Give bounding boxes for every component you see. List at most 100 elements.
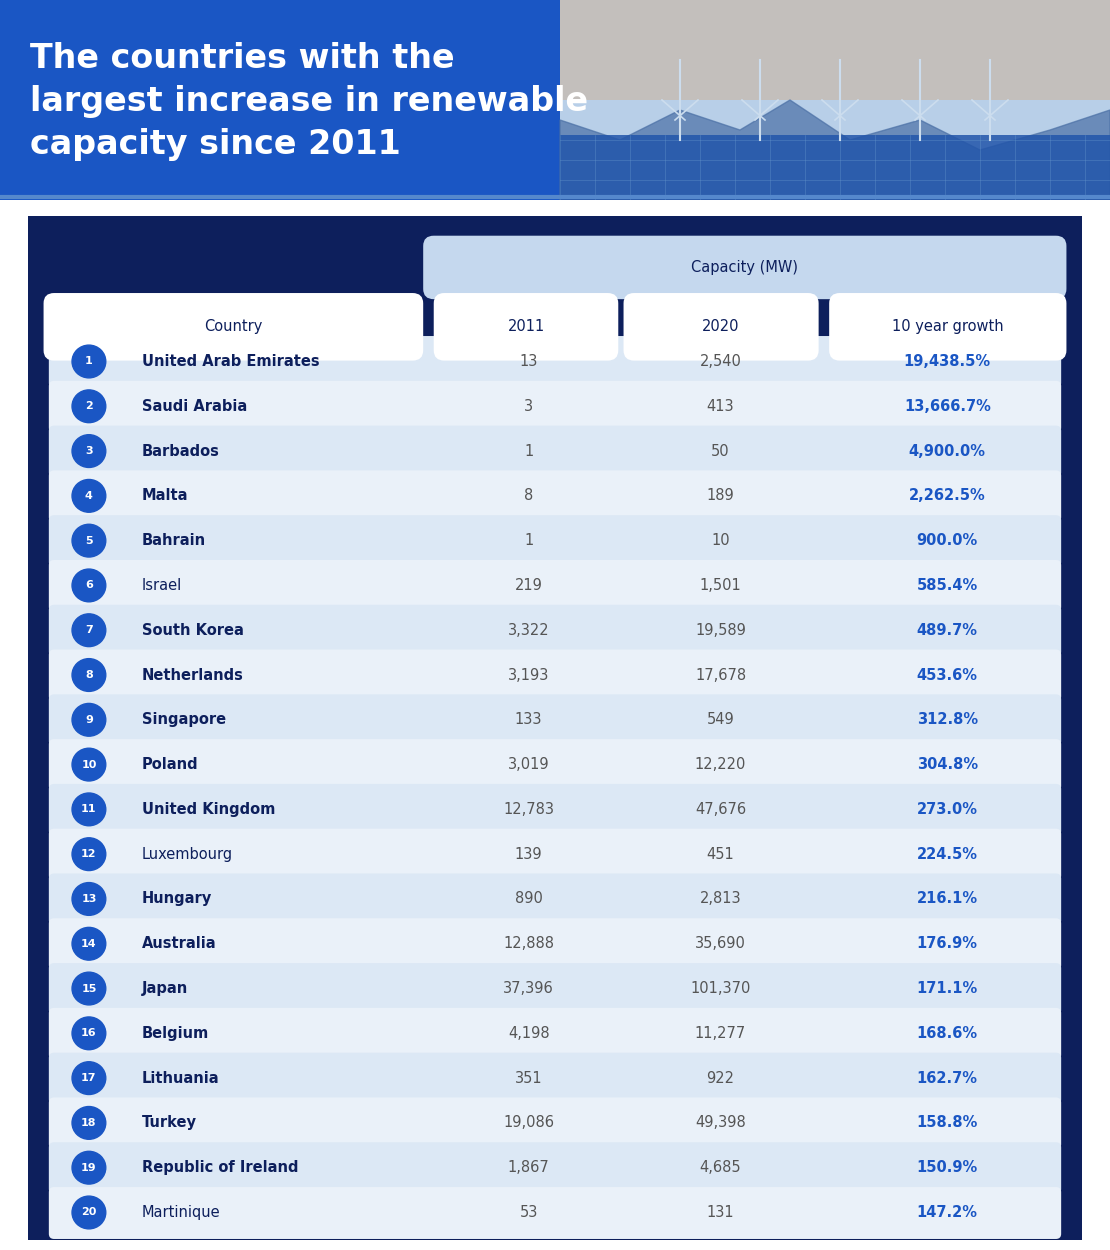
FancyBboxPatch shape — [49, 650, 1061, 701]
FancyBboxPatch shape — [561, 0, 1110, 200]
Text: 351: 351 — [515, 1070, 543, 1085]
Circle shape — [72, 524, 105, 558]
FancyBboxPatch shape — [43, 292, 423, 360]
Text: 2011: 2011 — [507, 319, 545, 334]
FancyBboxPatch shape — [49, 1008, 1061, 1060]
Text: 19,438.5%: 19,438.5% — [904, 354, 991, 369]
Text: 12,220: 12,220 — [695, 758, 746, 772]
FancyBboxPatch shape — [49, 784, 1061, 836]
Circle shape — [72, 659, 105, 691]
Text: 8: 8 — [85, 670, 93, 680]
Text: 312.8%: 312.8% — [917, 712, 978, 727]
Text: Netherlands: Netherlands — [142, 668, 243, 682]
Text: 176.9%: 176.9% — [917, 936, 978, 951]
Circle shape — [72, 1017, 105, 1050]
Text: 13: 13 — [81, 894, 97, 904]
Text: 4: 4 — [85, 491, 93, 501]
FancyBboxPatch shape — [49, 470, 1061, 522]
Text: 133: 133 — [515, 712, 543, 727]
Text: 47,676: 47,676 — [695, 802, 746, 818]
Text: 5: 5 — [85, 536, 93, 546]
Text: 19,086: 19,086 — [503, 1115, 554, 1130]
Text: 216.1%: 216.1% — [917, 891, 978, 906]
Circle shape — [72, 569, 105, 601]
Text: 14: 14 — [81, 939, 97, 949]
Text: 19: 19 — [81, 1162, 97, 1172]
Text: 150.9%: 150.9% — [917, 1160, 978, 1175]
Text: Capacity (MW): Capacity (MW) — [692, 260, 798, 275]
Text: 158.8%: 158.8% — [917, 1115, 978, 1130]
Text: 1: 1 — [524, 534, 533, 549]
Circle shape — [72, 480, 105, 512]
FancyBboxPatch shape — [49, 515, 1061, 568]
Text: Saudi Arabia: Saudi Arabia — [142, 399, 246, 414]
Text: United Kingdom: United Kingdom — [142, 802, 275, 818]
FancyBboxPatch shape — [49, 1142, 1061, 1194]
Text: 3,322: 3,322 — [508, 622, 549, 638]
FancyBboxPatch shape — [829, 292, 1067, 360]
Circle shape — [72, 1061, 105, 1095]
Text: 9: 9 — [85, 715, 93, 725]
FancyBboxPatch shape — [49, 739, 1061, 791]
FancyBboxPatch shape — [49, 605, 1061, 656]
Text: 219: 219 — [515, 578, 543, 592]
Text: 131: 131 — [707, 1205, 735, 1220]
FancyBboxPatch shape — [49, 694, 1061, 746]
Text: 304.8%: 304.8% — [917, 758, 978, 772]
Text: Martinique: Martinique — [142, 1205, 220, 1220]
Text: largest increase in renewable: largest increase in renewable — [30, 85, 588, 118]
FancyBboxPatch shape — [49, 874, 1061, 925]
Text: 162.7%: 162.7% — [917, 1070, 978, 1085]
Text: 2,813: 2,813 — [699, 891, 741, 906]
Text: 16: 16 — [81, 1029, 97, 1039]
Text: Poland: Poland — [142, 758, 199, 772]
Text: 489.7%: 489.7% — [917, 622, 978, 638]
Text: Bahrain: Bahrain — [142, 534, 205, 549]
Text: 2,540: 2,540 — [699, 354, 741, 369]
FancyBboxPatch shape — [49, 381, 1061, 432]
Text: 37,396: 37,396 — [503, 981, 554, 996]
Text: South Korea: South Korea — [142, 622, 243, 638]
Text: 17,678: 17,678 — [695, 668, 746, 682]
Text: 49,398: 49,398 — [695, 1115, 746, 1130]
Text: Luxembourg: Luxembourg — [142, 846, 233, 861]
Text: 1: 1 — [85, 356, 93, 366]
Text: 15: 15 — [81, 984, 97, 994]
Circle shape — [72, 704, 105, 736]
Text: 6: 6 — [85, 580, 93, 590]
Circle shape — [72, 345, 105, 378]
Circle shape — [72, 1196, 105, 1229]
Circle shape — [72, 1151, 105, 1184]
Text: 17: 17 — [81, 1072, 97, 1082]
FancyBboxPatch shape — [49, 829, 1061, 881]
Text: 585.4%: 585.4% — [917, 578, 978, 592]
Text: 20: 20 — [81, 1208, 97, 1218]
Text: 451: 451 — [707, 846, 735, 861]
Text: 922: 922 — [707, 1070, 735, 1085]
Text: 11,277: 11,277 — [695, 1026, 746, 1041]
Text: 147.2%: 147.2% — [917, 1205, 978, 1220]
Text: 1: 1 — [524, 444, 533, 459]
Text: 8: 8 — [524, 489, 533, 504]
Text: 11: 11 — [81, 805, 97, 815]
FancyBboxPatch shape — [561, 135, 1110, 200]
FancyBboxPatch shape — [0, 0, 1110, 200]
Text: Israel: Israel — [142, 578, 182, 592]
FancyBboxPatch shape — [49, 962, 1061, 1015]
Text: 273.0%: 273.0% — [917, 802, 978, 818]
Text: Barbados: Barbados — [142, 444, 220, 459]
Text: 900.0%: 900.0% — [917, 534, 978, 549]
Text: 10 year growth: 10 year growth — [892, 319, 1003, 334]
Text: 19,589: 19,589 — [695, 622, 746, 638]
Text: 13,666.7%: 13,666.7% — [904, 399, 991, 414]
Text: Singapore: Singapore — [142, 712, 225, 727]
FancyBboxPatch shape — [49, 1098, 1061, 1150]
Text: 3,193: 3,193 — [508, 668, 549, 682]
FancyBboxPatch shape — [19, 208, 1091, 1249]
Text: 3,019: 3,019 — [508, 758, 549, 772]
FancyBboxPatch shape — [423, 236, 1067, 299]
Text: Malta: Malta — [142, 489, 188, 504]
Text: 53: 53 — [519, 1205, 538, 1220]
FancyBboxPatch shape — [49, 1052, 1061, 1105]
Text: Country: Country — [204, 319, 263, 334]
